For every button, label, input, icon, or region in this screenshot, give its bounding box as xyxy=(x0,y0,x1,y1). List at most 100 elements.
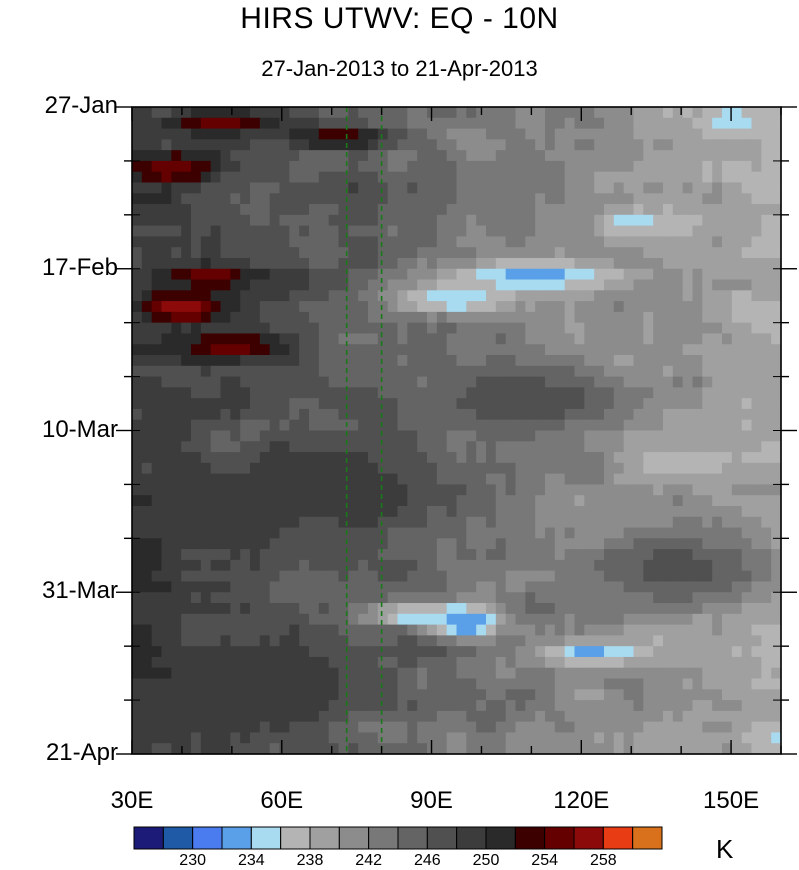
heatmap-cell xyxy=(387,279,399,291)
heatmap-cell xyxy=(672,656,684,669)
heatmap-cell xyxy=(741,247,753,259)
heatmap-cell xyxy=(446,581,458,593)
heatmap-cell xyxy=(604,236,615,248)
heatmap-cell xyxy=(486,613,497,626)
heatmap-cell xyxy=(505,117,517,130)
heatmap-cell xyxy=(348,721,359,734)
heatmap-cell xyxy=(525,236,536,248)
heatmap-cell xyxy=(731,473,743,486)
heatmap-cell xyxy=(387,376,399,388)
heatmap-cell xyxy=(269,441,281,453)
heatmap-cell xyxy=(564,700,576,712)
heatmap-cell xyxy=(672,355,684,367)
colorbar-swatch xyxy=(368,826,399,850)
heatmap-cell xyxy=(151,333,163,345)
heatmap-cell xyxy=(358,462,369,475)
heatmap-cell xyxy=(318,160,330,173)
heatmap-cell xyxy=(692,700,703,712)
heatmap-cell xyxy=(663,333,674,345)
heatmap-cell xyxy=(554,710,566,723)
heatmap-cell xyxy=(535,452,546,464)
heatmap-cell xyxy=(299,290,310,302)
heatmap-cell xyxy=(545,279,556,291)
heatmap-cell xyxy=(348,214,359,227)
heatmap-cell xyxy=(564,171,576,184)
heatmap-cell xyxy=(279,430,290,442)
heatmap-cell xyxy=(535,419,546,432)
heatmap-cell xyxy=(771,419,782,432)
heatmap-cell xyxy=(731,193,743,205)
heatmap-cell xyxy=(230,257,241,270)
heatmap-cell xyxy=(171,107,182,119)
heatmap-cell xyxy=(525,516,536,529)
heatmap-cell xyxy=(299,387,310,399)
heatmap-cell xyxy=(712,236,723,248)
heatmap-cell xyxy=(328,624,340,636)
heatmap-cell xyxy=(181,160,192,173)
heatmap-cell xyxy=(397,452,408,464)
heatmap-cell xyxy=(132,279,143,291)
heatmap-cell xyxy=(338,581,349,593)
heatmap-cell xyxy=(633,592,644,604)
heatmap-cell xyxy=(397,516,408,529)
heatmap-cell xyxy=(594,516,605,529)
heatmap-cell xyxy=(328,236,340,248)
heatmap-cell xyxy=(407,398,418,410)
heatmap-cell xyxy=(240,107,251,119)
heatmap-cell xyxy=(554,322,566,335)
heatmap-cell xyxy=(407,171,418,184)
heatmap-cell xyxy=(554,376,566,388)
heatmap-cell xyxy=(604,635,615,647)
heatmap-cell xyxy=(230,624,241,636)
heatmap-cell xyxy=(594,398,605,410)
heatmap-cell xyxy=(446,268,458,281)
heatmap-cell xyxy=(151,290,163,302)
heatmap-cell xyxy=(191,247,202,259)
heatmap-cell xyxy=(250,225,261,237)
heatmap-cell xyxy=(240,721,251,734)
heatmap-cell xyxy=(564,139,576,151)
heatmap-cell xyxy=(604,441,615,453)
heatmap-cell xyxy=(712,538,723,550)
heatmap-cell xyxy=(505,710,517,723)
heatmap-cell xyxy=(495,462,507,475)
heatmap-cell xyxy=(377,516,389,529)
heatmap-cell xyxy=(328,516,340,529)
heatmap-cell xyxy=(259,732,271,744)
heatmap-cell xyxy=(397,128,408,140)
heatmap-cell xyxy=(643,452,654,464)
heatmap-cell xyxy=(672,333,684,345)
heatmap-cell xyxy=(299,322,310,335)
heatmap-cell xyxy=(771,139,782,151)
colorbar-swatch xyxy=(280,826,311,850)
heatmap-cell xyxy=(751,592,762,604)
heatmap-cell xyxy=(682,667,694,680)
heatmap-cell xyxy=(387,171,399,184)
heatmap-cell xyxy=(407,473,418,486)
heatmap-cell xyxy=(407,355,418,367)
heatmap-cell xyxy=(692,613,703,626)
heatmap-cell xyxy=(279,290,290,302)
heatmap-cell xyxy=(279,139,290,151)
heatmap-cell xyxy=(525,495,536,507)
heatmap-cell xyxy=(377,419,389,432)
heatmap-cell xyxy=(240,613,251,626)
heatmap-cell xyxy=(554,732,566,744)
heatmap-cell xyxy=(446,495,458,507)
heatmap-cell xyxy=(210,376,222,388)
heatmap-cell xyxy=(731,150,743,162)
heatmap-cell xyxy=(417,387,428,399)
heatmap-cell xyxy=(436,160,448,173)
heatmap-cell xyxy=(613,365,625,378)
heatmap-cell xyxy=(377,268,389,281)
heatmap-cell xyxy=(309,344,320,356)
heatmap-cell xyxy=(771,333,782,345)
heatmap-cell xyxy=(623,559,635,572)
heatmap-cell xyxy=(761,419,772,432)
heatmap-cell xyxy=(368,225,379,237)
heatmap-cell xyxy=(436,344,448,356)
heatmap-cell xyxy=(387,257,399,270)
heatmap-cell xyxy=(761,549,772,561)
heatmap-cell xyxy=(279,398,290,410)
heatmap-cell xyxy=(515,516,526,529)
